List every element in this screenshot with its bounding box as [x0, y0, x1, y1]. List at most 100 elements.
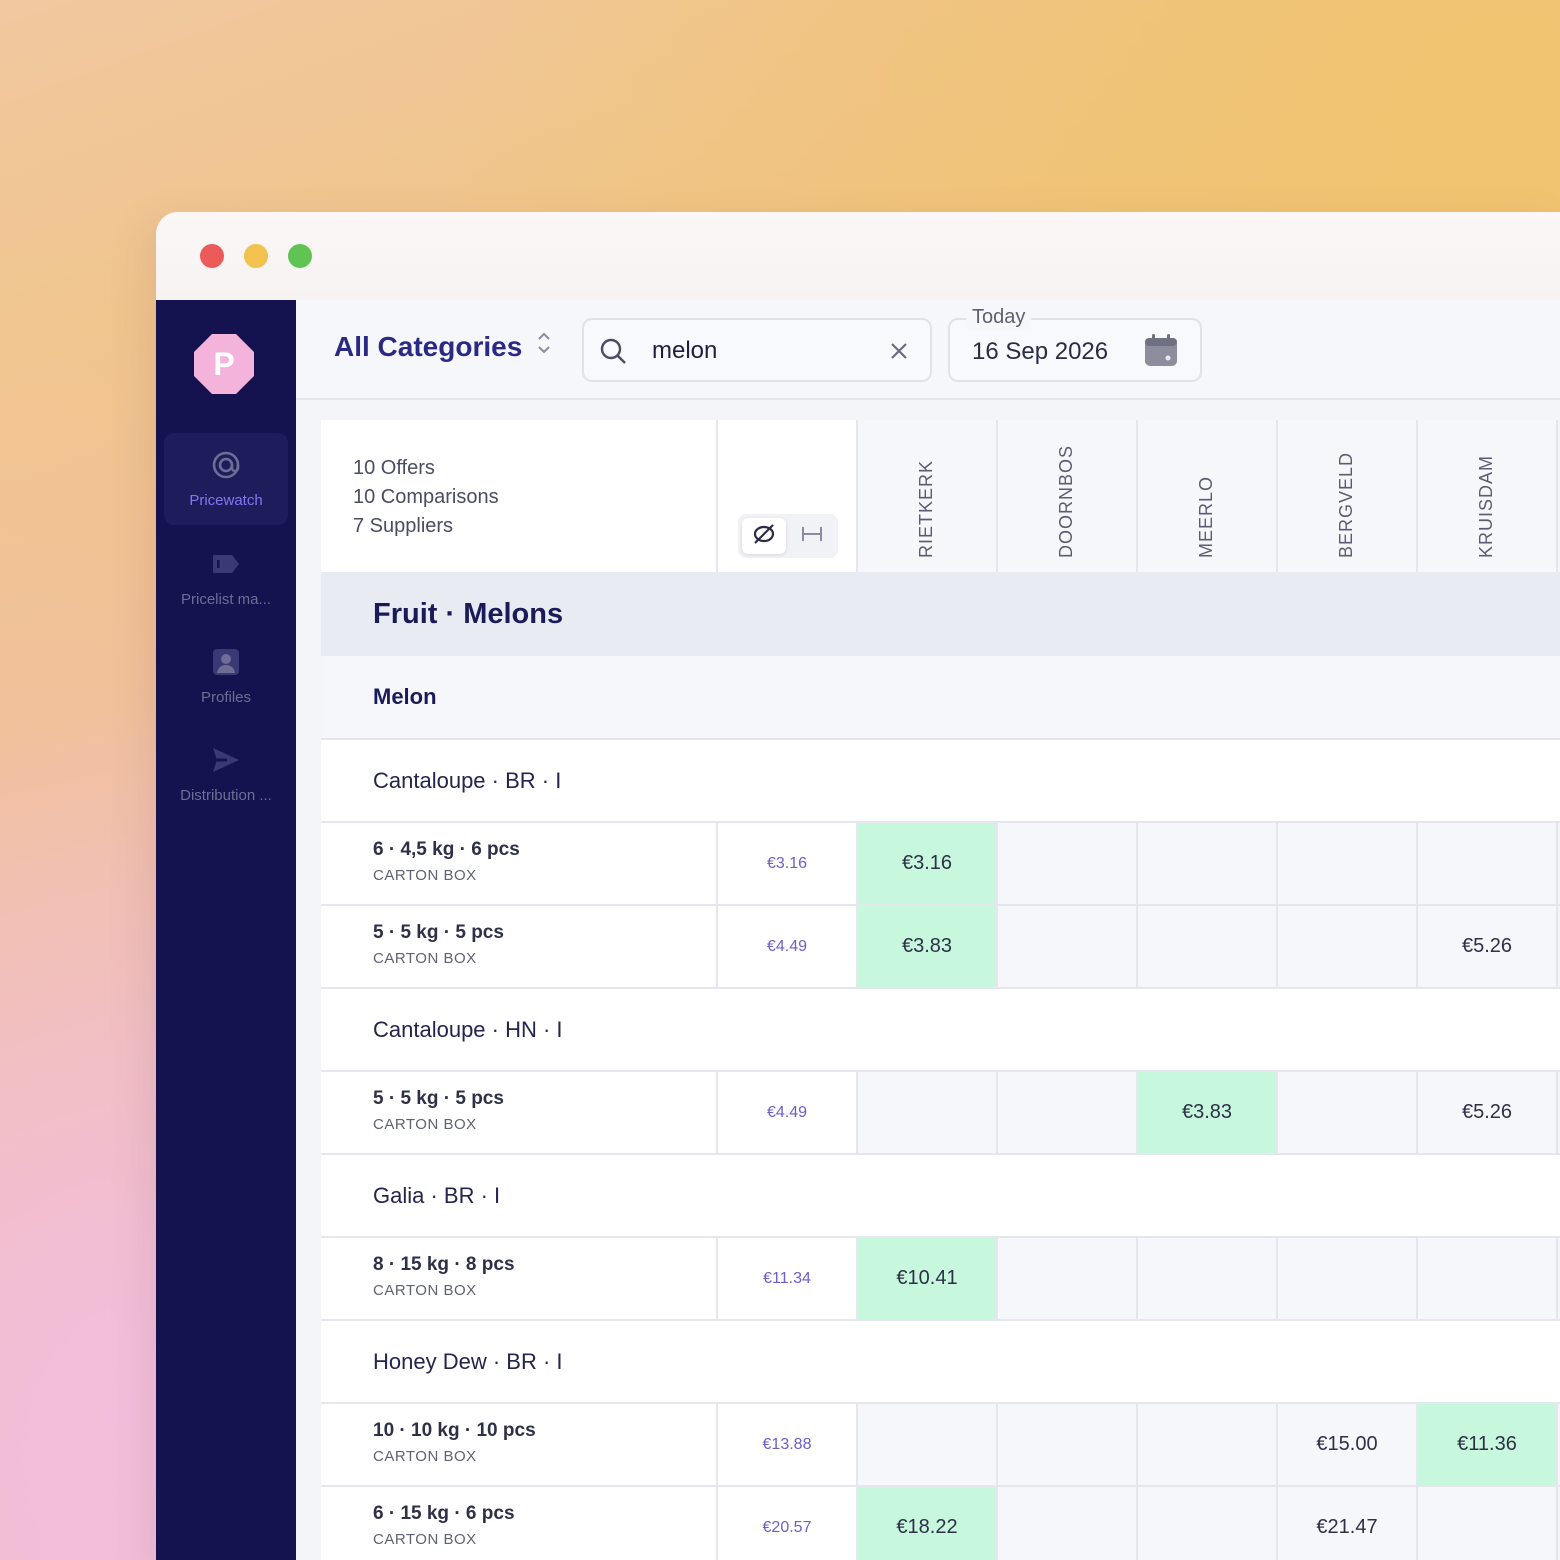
- average-price: €20.57: [718, 1487, 858, 1560]
- tag-icon: [211, 549, 241, 579]
- sidebar-item-distribution[interactable]: Distribution ...: [164, 728, 288, 820]
- price-cell[interactable]: [858, 1072, 998, 1153]
- supplier-column-header[interactable]: BERGVELD: [1278, 420, 1418, 572]
- sidebar-item-pricelist[interactable]: Pricelist ma...: [164, 532, 288, 624]
- supplier-name: MEERLO: [1196, 475, 1216, 558]
- price-cell-best[interactable]: €3.16: [858, 823, 998, 904]
- price-cell[interactable]: [1418, 1238, 1558, 1319]
- search-box: [582, 318, 932, 382]
- app-logo[interactable]: P: [194, 334, 254, 394]
- category-select[interactable]: All Categories: [334, 330, 552, 363]
- price-cell-best[interactable]: €18.22: [858, 1487, 998, 1560]
- offer-description: 5 · 5 kg · 5 pcs CARTON BOX: [321, 1072, 718, 1153]
- chevron-updown-icon: [536, 330, 552, 363]
- supplier-column-header[interactable]: DOORNBOS: [998, 420, 1138, 572]
- sidebar-item-label: Pricelist ma...: [180, 590, 271, 608]
- offer-container: CARTON BOX: [373, 1448, 477, 1465]
- supplier-column-header[interactable]: RIETKERK: [858, 420, 998, 572]
- comparison-table: 10 Offers 10 Comparisons 7 Suppliers: [321, 420, 1560, 1560]
- price-cell[interactable]: [998, 1238, 1138, 1319]
- price-cell[interactable]: [1138, 1404, 1278, 1485]
- at-target-icon: [211, 450, 241, 480]
- price-cell[interactable]: [1278, 823, 1418, 904]
- average-price: €3.16: [718, 823, 858, 904]
- offer-description: 5 · 5 kg · 5 pcs CARTON BOX: [321, 906, 718, 987]
- offer-container: CARTON BOX: [373, 950, 477, 967]
- price-cell[interactable]: €5.26: [1418, 1072, 1558, 1153]
- toolbar: All Categories Today 16 Sep 2026: [296, 300, 1560, 400]
- maximize-window-button[interactable]: [288, 244, 312, 268]
- offer-row[interactable]: 6 · 4,5 kg · 6 pcs CARTON BOX €3.16 €3.1…: [321, 821, 1560, 904]
- app-window: P Pricewatch Pricelist ma... Profiles Di…: [156, 212, 1560, 1560]
- price-cell[interactable]: [858, 1404, 998, 1485]
- category-select-value: All Categories: [334, 330, 523, 362]
- average-price: €4.49: [718, 1072, 858, 1153]
- offer-container: CARTON BOX: [373, 1116, 477, 1133]
- column-width-toggle[interactable]: [790, 518, 834, 554]
- offer-container: CARTON BOX: [373, 1531, 477, 1548]
- offer-description: 6 · 4,5 kg · 6 pcs CARTON BOX: [321, 823, 718, 904]
- minimize-window-button[interactable]: [244, 244, 268, 268]
- price-cell[interactable]: [1138, 1238, 1278, 1319]
- close-window-button[interactable]: [200, 244, 224, 268]
- offer-row[interactable]: 5 · 5 kg · 5 pcs CARTON BOX €4.49 €3.83 …: [321, 1070, 1560, 1153]
- average-price: €4.49: [718, 906, 858, 987]
- price-cell[interactable]: €5.26: [1418, 906, 1558, 987]
- price-cell-best[interactable]: €11.36: [1418, 1404, 1558, 1485]
- offer-packaging: 6 · 4,5 kg · 6 pcs: [373, 839, 520, 860]
- supplier-column-header[interactable]: KRUISDAM: [1418, 420, 1558, 572]
- date-picker[interactable]: Today 16 Sep 2026: [948, 306, 1202, 382]
- price-cell[interactable]: [1278, 906, 1418, 987]
- offers-count: 10 Offers: [353, 457, 435, 479]
- comparisons-count: 10 Comparisons: [353, 486, 499, 508]
- product-row[interactable]: Cantaloupe · HN · I: [321, 987, 1560, 1070]
- price-cell[interactable]: [998, 823, 1138, 904]
- supplier-name: BERGVELD: [1336, 451, 1356, 558]
- offer-packaging: 8 · 15 kg · 8 pcs: [373, 1254, 515, 1275]
- sidebar-item-profiles[interactable]: Profiles: [164, 630, 288, 722]
- offer-packaging: 10 · 10 kg · 10 pcs: [373, 1420, 536, 1441]
- product-row[interactable]: Honey Dew · BR · I: [321, 1319, 1560, 1402]
- supplier-name: KRUISDAM: [1476, 454, 1496, 558]
- search-input[interactable]: [652, 334, 872, 368]
- send-icon: [211, 745, 241, 775]
- offer-row[interactable]: 6 · 15 kg · 6 pcs CARTON BOX €20.57 €18.…: [321, 1485, 1560, 1560]
- price-cell[interactable]: [1138, 906, 1278, 987]
- eye-off-icon: [752, 522, 776, 551]
- offer-container: CARTON BOX: [373, 1282, 477, 1299]
- sidebar-item-label: Pricewatch: [189, 491, 263, 509]
- date-picker-value: 16 Sep 2026: [972, 338, 1109, 365]
- price-cell[interactable]: [998, 1404, 1138, 1485]
- offer-description: 6 · 15 kg · 6 pcs CARTON BOX: [321, 1487, 718, 1560]
- user-icon: [211, 647, 241, 677]
- price-cell[interactable]: [998, 1072, 1138, 1153]
- price-cell[interactable]: €21.47: [1278, 1487, 1418, 1560]
- sidebar-item-pricewatch[interactable]: Pricewatch: [164, 433, 288, 525]
- product-row[interactable]: Galia · BR · I: [321, 1153, 1560, 1236]
- offer-row[interactable]: 10 · 10 kg · 10 pcs CARTON BOX €13.88 €1…: [321, 1402, 1560, 1485]
- category-row: Fruit · Melons: [321, 572, 1560, 656]
- calendar-icon[interactable]: [1144, 334, 1178, 373]
- price-cell-best[interactable]: €3.83: [1138, 1072, 1278, 1153]
- product-row[interactable]: Cantaloupe · BR · I: [321, 738, 1560, 821]
- price-cell[interactable]: [1138, 823, 1278, 904]
- price-cell[interactable]: €15.00: [1278, 1404, 1418, 1485]
- average-price: €11.34: [718, 1238, 858, 1319]
- price-cell-best[interactable]: €3.83: [858, 906, 998, 987]
- price-cell[interactable]: [1418, 823, 1558, 904]
- supplier-column-header[interactable]: MEERLO: [1138, 420, 1278, 572]
- offer-row[interactable]: 5 · 5 kg · 5 pcs CARTON BOX €4.49 €3.83 …: [321, 904, 1560, 987]
- clear-search-icon[interactable]: [888, 340, 910, 367]
- price-cell-best[interactable]: €10.41: [858, 1238, 998, 1319]
- offer-row[interactable]: 8 · 15 kg · 8 pcs CARTON BOX €11.34 €10.…: [321, 1236, 1560, 1319]
- hide-empty-toggle[interactable]: [742, 518, 786, 554]
- price-cell[interactable]: [998, 1487, 1138, 1560]
- price-cell[interactable]: [1278, 1072, 1418, 1153]
- offer-description: 8 · 15 kg · 8 pcs CARTON BOX: [321, 1238, 718, 1319]
- price-cell[interactable]: [1278, 1238, 1418, 1319]
- price-cell[interactable]: [1138, 1487, 1278, 1560]
- price-cell[interactable]: [1418, 1487, 1558, 1560]
- sidebar-item-label: Profiles: [200, 688, 252, 706]
- sidebar-item-label: Distribution ...: [180, 786, 272, 804]
- price-cell[interactable]: [998, 906, 1138, 987]
